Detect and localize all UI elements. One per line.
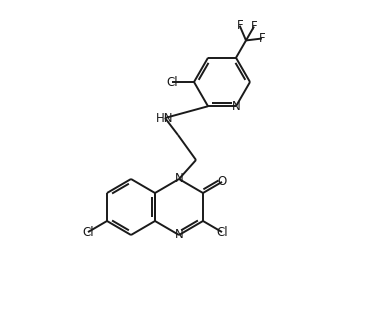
Text: O: O xyxy=(217,176,227,188)
Text: Cl: Cl xyxy=(82,225,94,238)
Text: N: N xyxy=(175,229,183,241)
Text: F: F xyxy=(236,19,243,32)
Text: HN: HN xyxy=(156,112,174,125)
Text: N: N xyxy=(175,172,183,185)
Text: N: N xyxy=(231,100,240,113)
Text: F: F xyxy=(251,20,257,33)
Text: Cl: Cl xyxy=(166,75,178,88)
Text: Cl: Cl xyxy=(216,225,228,238)
Text: F: F xyxy=(259,32,265,45)
